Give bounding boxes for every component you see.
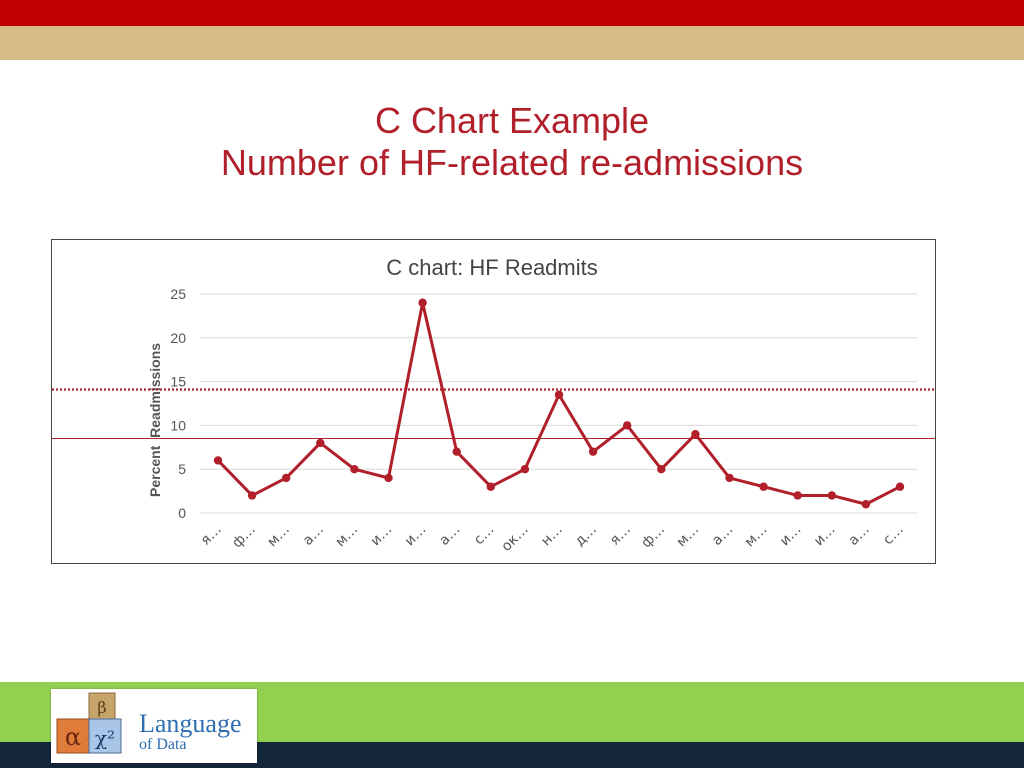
data-point <box>384 473 393 483</box>
logo-block-beta: β <box>97 698 106 717</box>
logo-block-chi: χ² <box>95 726 115 750</box>
data-point <box>623 421 632 430</box>
x-tick-label: с… <box>471 522 498 549</box>
x-tick-label: ф… <box>638 522 668 552</box>
x-tick-label: д… <box>572 522 600 550</box>
chart-container: C chart: HF Readmits Percent Readmission… <box>51 239 936 564</box>
x-tick-label: ок… <box>498 522 531 555</box>
data-point <box>861 500 871 509</box>
y-tick-label: 0 <box>178 505 186 521</box>
data-point <box>418 298 427 307</box>
x-tick-label: с… <box>880 522 907 549</box>
x-tick-label: м… <box>742 522 771 551</box>
data-point <box>588 447 598 456</box>
logo-text: Language <box>139 709 242 738</box>
top-tan-band <box>0 26 1024 60</box>
logo-block-alpha: α <box>65 723 81 751</box>
x-tick-label: я… <box>198 522 225 549</box>
slide-title-line-2: Number of HF-related re-admissions <box>220 142 804 183</box>
data-point <box>691 429 700 439</box>
data-point <box>282 473 291 483</box>
logo-subtext: of Data <box>139 736 187 753</box>
y-tick-label: 20 <box>170 330 186 346</box>
c-chart: C chart: HF Readmits Percent Readmission… <box>52 255 935 555</box>
data-point <box>759 482 768 491</box>
x-tick-label: а… <box>709 522 736 549</box>
data-point <box>213 456 223 465</box>
x-tick-label: н… <box>538 522 566 550</box>
x-tick-label: а… <box>300 522 327 549</box>
x-tick-label: а… <box>845 522 872 549</box>
alphabet-blocks-icon: β α χ² <box>56 692 122 754</box>
data-point <box>657 465 666 474</box>
data-point <box>827 491 836 500</box>
x-tick-label: м… <box>264 522 293 551</box>
data-point <box>486 482 495 491</box>
data-point <box>350 465 359 474</box>
x-tick-label: а… <box>436 522 463 549</box>
y-tick-label: 10 <box>170 417 186 433</box>
x-tick-label: ф… <box>229 522 259 552</box>
y-axis-label: Percent Readmissions <box>147 343 163 497</box>
data-point <box>895 482 905 491</box>
x-tick-label: м… <box>333 522 362 551</box>
x-tick-label: я… <box>607 522 634 549</box>
y-tick-label: 25 <box>170 286 186 302</box>
chart-title: C chart: HF Readmits <box>386 255 598 280</box>
x-tick-label: и… <box>811 522 839 550</box>
language-of-data-logo: β α χ² Language of Data <box>51 689 257 763</box>
data-point <box>316 438 325 448</box>
data-point <box>793 491 802 500</box>
top-red-band <box>0 0 1024 26</box>
y-tick-label: 15 <box>170 374 186 390</box>
data-point <box>247 491 257 500</box>
data-point <box>725 473 734 483</box>
x-tick-label: и… <box>402 522 430 550</box>
data-point <box>554 390 564 399</box>
y-tick-label: 5 <box>178 461 186 477</box>
slide-title: C Chart Example Number of HF-related re-… <box>0 100 1024 184</box>
x-tick-label: и… <box>777 522 805 550</box>
series-line <box>216 301 901 506</box>
x-tick-label: и… <box>368 522 396 550</box>
x-tick-label: м… <box>674 522 703 551</box>
data-point <box>520 465 530 474</box>
data-point <box>452 447 461 456</box>
slide-title-line-1: C Chart Example <box>374 100 650 141</box>
